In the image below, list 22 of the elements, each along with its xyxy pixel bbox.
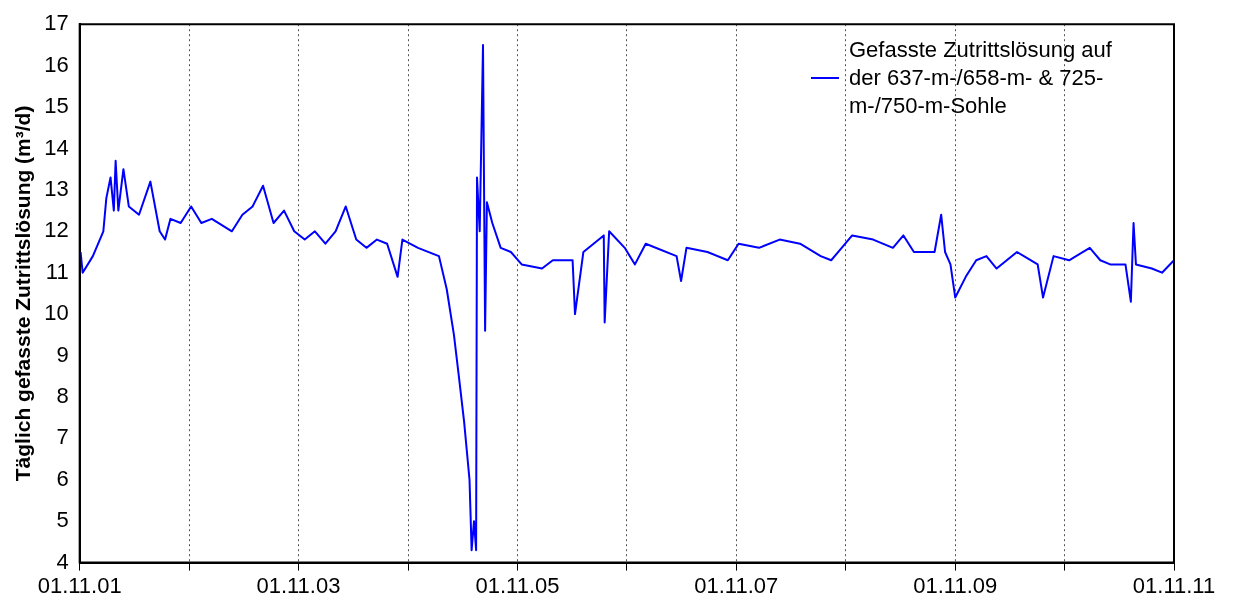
legend-label: Gefasste Zutrittslösung auf der 637-m-/658-m- & 725-m-/750-m-Sohle: [849, 36, 1113, 120]
y-tick-label: 17: [44, 10, 69, 36]
y-tick-label: 10: [44, 300, 69, 326]
y-tick-label: 14: [44, 134, 69, 160]
y-tick-label: 5: [56, 507, 69, 533]
y-tick-label: 8: [56, 383, 69, 408]
y-tick-label: 15: [44, 93, 69, 119]
x-tick-label: 01.11.07: [694, 572, 779, 598]
y-tick-label: 11: [45, 258, 69, 284]
x-tick-label: 01.11.09: [913, 572, 998, 598]
y-tick-label: 4: [56, 548, 69, 574]
x-tick-label: 01.11.05: [475, 572, 560, 598]
x-tick-label: 01.11.11: [1132, 572, 1216, 598]
y-axis-title: Täglich gefasste Zutrittslösung (m³/d): [11, 105, 35, 482]
y-tick-label: 6: [56, 465, 69, 491]
x-tick-label: 01.11.03: [256, 572, 341, 598]
y-tick-label: 13: [44, 175, 69, 201]
y-tick-label: 9: [56, 341, 69, 367]
y-tick-label: 7: [56, 424, 69, 450]
y-tick-label: 12: [44, 217, 69, 243]
y-tick-label: 16: [44, 51, 69, 77]
x-tick-label: 01.11.01: [37, 572, 122, 598]
